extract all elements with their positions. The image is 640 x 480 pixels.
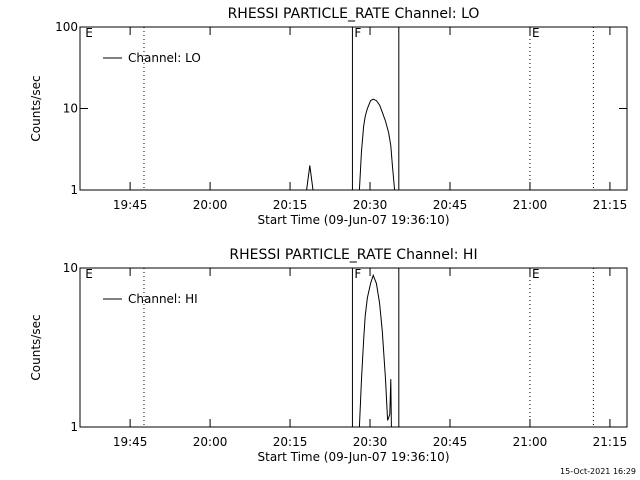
- plot-frame: [79, 267, 628, 428]
- event-label: E: [532, 267, 540, 281]
- x-tick-label: 21:15: [593, 198, 628, 212]
- y-tick-label: 100: [55, 20, 78, 34]
- data-line: [306, 98, 396, 190]
- x-tick-label: 20:45: [433, 435, 468, 449]
- x-tick-label: 19:45: [113, 198, 148, 212]
- event-label: E: [85, 267, 93, 281]
- chart-title: RHESSI PARTICLE_RATE Channel: LO: [228, 6, 480, 22]
- legend-label: Channel: HI: [128, 292, 198, 306]
- chart-title: RHESSI PARTICLE_RATE Channel: HI: [229, 247, 477, 263]
- y-axis-label: Counts/sec: [29, 314, 43, 380]
- event-label: E: [532, 26, 540, 40]
- x-axis-label: Start Time (09-Jun-07 19:36:10): [258, 450, 450, 464]
- x-tick-label: 20:15: [273, 198, 308, 212]
- event-label: E: [85, 26, 93, 40]
- x-tick-label: 20:30: [353, 198, 388, 212]
- event-label: F: [354, 267, 361, 281]
- data-line: [358, 273, 392, 427]
- footer: 15-Oct-2021 16:29: [560, 467, 636, 476]
- x-axis-label: Start Time (09-Jun-07 19:36:10): [258, 213, 450, 227]
- y-tick-label: 1: [70, 183, 78, 197]
- x-tick-label: 20:30: [353, 435, 388, 449]
- event-label: F: [354, 26, 361, 40]
- x-tick-label: 21:15: [593, 435, 628, 449]
- y-axis-label: Counts/sec: [29, 75, 43, 141]
- x-tick-label: 21:00: [513, 435, 548, 449]
- x-tick-label: 21:00: [513, 198, 548, 212]
- x-tick-label: 20:15: [273, 435, 308, 449]
- y-tick-label: 1: [70, 420, 78, 434]
- legend-label: Channel: LO: [128, 51, 201, 65]
- x-tick-label: 20:45: [433, 198, 468, 212]
- y-tick-label: 10: [63, 261, 78, 275]
- panel: RHESSI PARTICLE_RATE Channel: HI 1 10 19:45…: [29, 247, 628, 464]
- y-tick-label: 10: [63, 102, 78, 116]
- x-tick-label: 20:00: [193, 198, 228, 212]
- x-tick-label: 19:45: [113, 435, 148, 449]
- x-tick-label: 20:00: [193, 435, 228, 449]
- panel: RHESSI PARTICLE_RATE Channel: LO 1 10 100 19…: [29, 6, 628, 227]
